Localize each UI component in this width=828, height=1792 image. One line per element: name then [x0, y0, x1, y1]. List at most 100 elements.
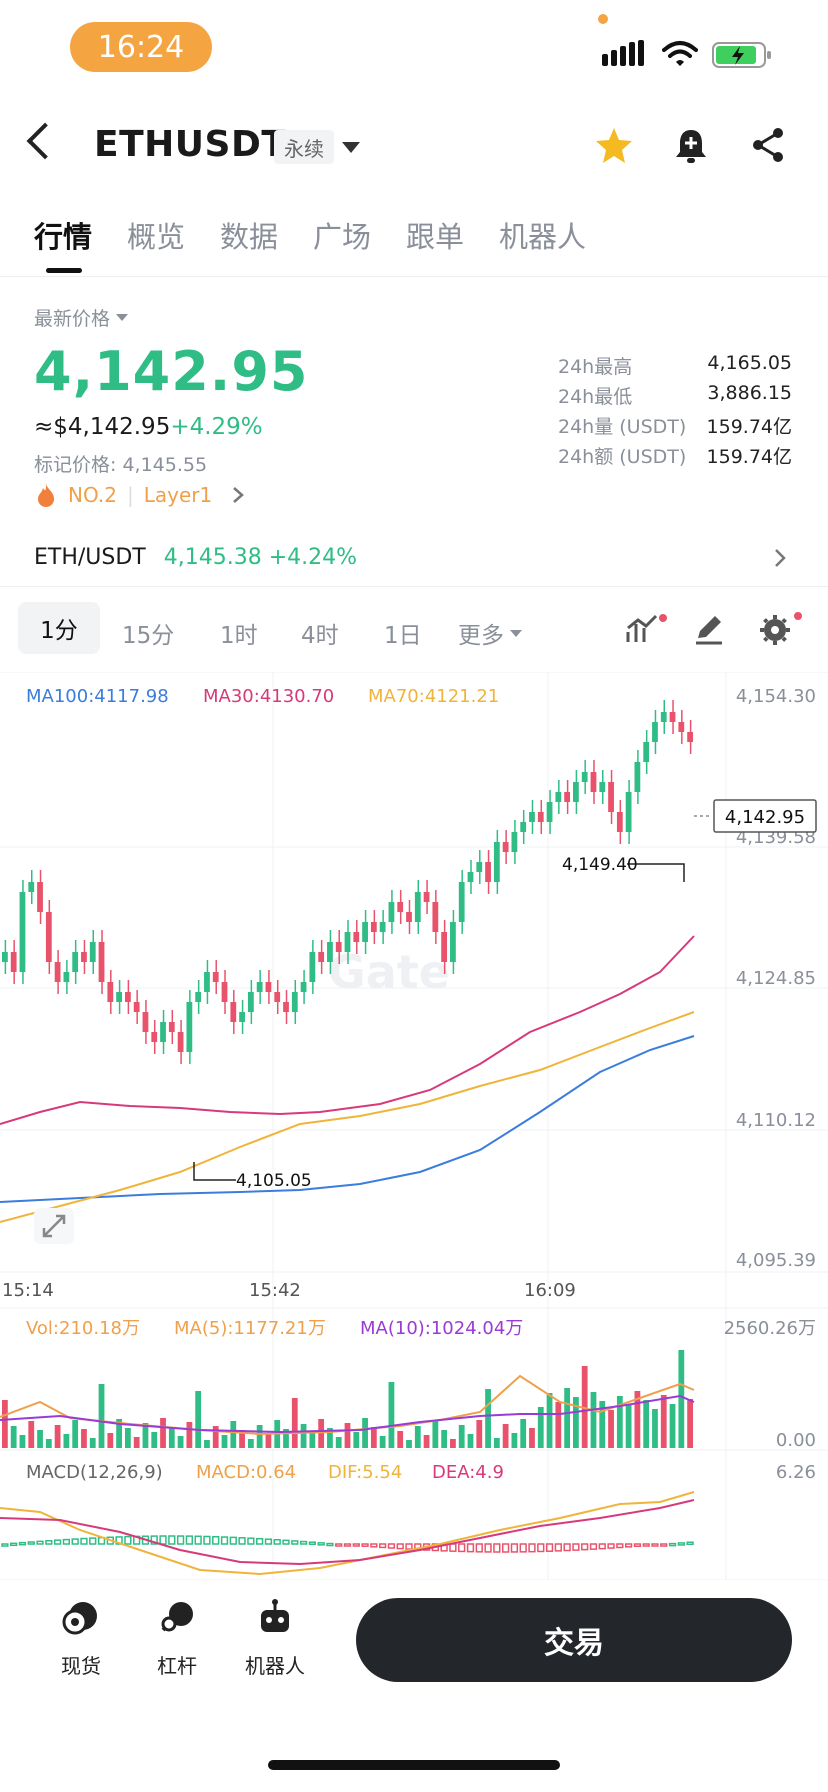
- share-icon[interactable]: [750, 126, 786, 164]
- candle: [441, 932, 448, 962]
- macd-bar: [589, 1543, 598, 1550]
- macd-bar: [220, 1536, 229, 1545]
- tab-bots[interactable]: 机器人: [499, 220, 587, 254]
- candle: [511, 832, 518, 852]
- volume-bar: [116, 1419, 122, 1448]
- indicators-icon[interactable]: [624, 612, 670, 648]
- candle: [379, 922, 386, 932]
- leverage-nav-button[interactable]: 杠杆: [132, 1598, 222, 1679]
- tab-copy-trading[interactable]: 跟单: [406, 220, 465, 254]
- candle: [274, 992, 281, 1002]
- spot-nav-button[interactable]: 现货: [36, 1598, 126, 1679]
- candle: [502, 842, 509, 852]
- timeframe-1h[interactable]: 1时: [220, 623, 258, 649]
- volume-bar: [291, 1398, 298, 1448]
- macd-bar: [581, 1543, 589, 1551]
- macd-bar: [264, 1538, 273, 1545]
- spot-change: +4.24%: [268, 545, 358, 570]
- volume-bar: [19, 1435, 26, 1448]
- volume-bar: [142, 1423, 149, 1448]
- spot-row-chevron-right-icon[interactable]: [770, 546, 790, 570]
- timeframe-4h[interactable]: 4时: [301, 623, 339, 649]
- candle: [283, 1002, 289, 1012]
- more-caret-icon: [510, 629, 522, 637]
- tab-overview[interactable]: 概览: [127, 220, 186, 254]
- volume-bar: [537, 1407, 544, 1448]
- last-price: 4,142.95: [34, 340, 309, 403]
- contract-symbol[interactable]: ETHUSDT: [94, 124, 287, 165]
- candle: [388, 902, 395, 922]
- macd-bar: [273, 1539, 281, 1545]
- macd-value: MACD:0.64: [196, 1462, 296, 1483]
- candle: [327, 942, 333, 962]
- candle: [660, 712, 667, 722]
- status-time: 16:24: [70, 22, 212, 72]
- price-alert-bell-icon[interactable]: [674, 126, 708, 164]
- macd-bar: [80, 1537, 88, 1545]
- candle: [599, 782, 606, 792]
- volume-bar: [388, 1382, 395, 1448]
- drawing-pencil-icon[interactable]: [692, 612, 726, 646]
- timeframe-1d[interactable]: 1日: [384, 623, 422, 649]
- tab-market[interactable]: 行情: [34, 220, 93, 254]
- bot-nav-button[interactable]: 机器人: [230, 1598, 320, 1679]
- chart-settings-gear-icon[interactable]: [758, 610, 804, 648]
- current-price-tag: [713, 799, 817, 833]
- volume-bar: [379, 1436, 386, 1448]
- tags-row[interactable]: NO.2 | Layer1: [34, 482, 248, 508]
- tab-square[interactable]: 广场: [313, 220, 372, 254]
- volume-bar: [406, 1440, 412, 1448]
- last-price-label[interactable]: 最新价格: [34, 304, 129, 331]
- candle: [72, 952, 79, 972]
- volume-bar: [256, 1425, 263, 1448]
- timeframe-more[interactable]: 更多: [458, 616, 522, 650]
- volume-bar: [239, 1430, 245, 1448]
- timeframe-1m[interactable]: 1分: [18, 602, 100, 654]
- macd-bar: [370, 1543, 378, 1548]
- volume-bar: [230, 1421, 237, 1448]
- price-type-caret-icon: [116, 314, 129, 321]
- privacy-indicator-dot: [598, 14, 608, 24]
- y-tick-2: 4,124.85: [736, 968, 816, 989]
- macd-bar: [616, 1543, 624, 1549]
- candle: [335, 942, 342, 952]
- macd-bar: [124, 1535, 132, 1545]
- candle: [652, 722, 658, 742]
- spot-price-row[interactable]: ETH/USDT 4,145.38 +4.24%: [34, 545, 794, 570]
- spot-price: 4,145.38: [163, 545, 262, 570]
- ma30-line: [0, 935, 695, 1125]
- volume-bar: [318, 1419, 325, 1448]
- timeframe-15m[interactable]: 15分: [122, 623, 175, 649]
- volume-bar: [573, 1397, 579, 1448]
- robot-icon: [261, 1599, 289, 1632]
- low-marker-line: [193, 1162, 236, 1181]
- volume-ma10-line: [0, 1394, 695, 1434]
- symbol-dropdown-caret-icon[interactable]: [342, 142, 360, 153]
- volume-bar: [485, 1389, 491, 1448]
- macd-bar: [352, 1543, 360, 1547]
- macd-bar: [335, 1543, 343, 1547]
- battery-icon: [712, 42, 771, 68]
- macd-bar: [598, 1543, 606, 1550]
- candle: [230, 1002, 237, 1022]
- macd-bar: [458, 1543, 466, 1553]
- tab-data[interactable]: 数据: [220, 220, 279, 254]
- macd-bar: [484, 1543, 492, 1553]
- trade-button[interactable]: 交易: [356, 1598, 792, 1682]
- candle: [493, 842, 500, 882]
- fullscreen-expand-icon[interactable]: [34, 1208, 74, 1244]
- volume-bar: [124, 1428, 131, 1448]
- volume-bar: [309, 1433, 316, 1448]
- volume-bar: [81, 1429, 87, 1448]
- macd-bar: [10, 1542, 18, 1547]
- high-marker-label: 4,149.40: [562, 855, 638, 875]
- candle: [485, 862, 491, 882]
- candle: [98, 942, 105, 982]
- volume-bar: [652, 1409, 658, 1448]
- macd-bar: [18, 1541, 27, 1546]
- back-chevron-icon[interactable]: [26, 122, 64, 160]
- macd-bar: [554, 1543, 562, 1552]
- macd-bar: [660, 1543, 668, 1547]
- favorite-star-icon[interactable]: [594, 126, 634, 164]
- price-chart[interactable]: Gate MA100:4117.98 MA30:4130.70 MA70:412…: [0, 672, 828, 1592]
